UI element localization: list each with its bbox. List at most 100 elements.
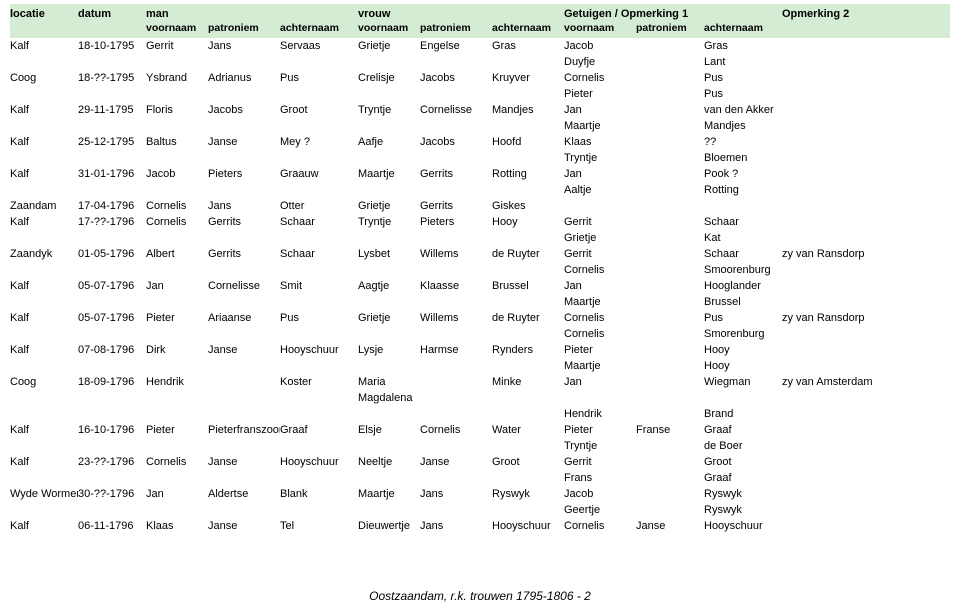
sub-achternaam: achternaam	[704, 22, 782, 34]
table-cell: Blank	[280, 488, 358, 500]
table-cell: Dirk	[146, 344, 208, 356]
table-cell: Kalf	[10, 168, 78, 180]
table-cell: Lysbet	[358, 248, 420, 260]
table-cell: Mandjes	[492, 104, 564, 116]
table-cell: Duyfje	[564, 56, 636, 68]
table-cell: Janse	[208, 520, 280, 532]
table-cell: 05-07-1796	[78, 312, 146, 324]
table-cell: Jacobs	[420, 136, 492, 148]
table-cell: Kalf	[10, 136, 78, 148]
table-cell: Hooyschuur	[280, 344, 358, 356]
table-cell: 31-01-1796	[78, 168, 146, 180]
table-cell: Kalf	[10, 280, 78, 292]
table-cell: Ariaanse	[208, 312, 280, 324]
table-cell: Kalf	[10, 520, 78, 532]
table-cell: Jans	[420, 488, 492, 500]
table-cell: Jacob	[146, 168, 208, 180]
table-cell: Mandjes	[704, 120, 782, 132]
table-cell: Pus	[280, 72, 358, 84]
table-cell: Neeltje	[358, 456, 420, 468]
table-cell: Janse	[420, 456, 492, 468]
table-cell: 06-11-1796	[78, 520, 146, 532]
table-cell: Minke	[492, 376, 564, 388]
table-cell: Maartje	[564, 360, 636, 372]
table-cell: Maartje	[358, 168, 420, 180]
table-cell: Ryswyk	[704, 504, 782, 516]
table-cell: Cornelis	[146, 216, 208, 228]
table-cell: Kalf	[10, 344, 78, 356]
table-cell: Baltus	[146, 136, 208, 148]
table-row: Kalf18-10-1795GerritJansServaasGrietjeEn…	[10, 38, 950, 54]
table-cell: Hooyschuur	[492, 520, 564, 532]
hdr-datum: datum	[78, 8, 146, 20]
table-row: Kalf07-08-1796DirkJanseHooyschuurLysjeHa…	[10, 342, 950, 358]
table-row: Kalf06-11-1796KlaasJanseTelDieuwertjeJan…	[10, 518, 950, 534]
table-cell: Gras	[704, 40, 782, 52]
table-cell: Pus	[704, 88, 782, 100]
table-row: AaltjeRotting	[10, 182, 950, 198]
table-cell: Jan	[564, 280, 636, 292]
table-cell: Magdalena	[358, 392, 420, 404]
table-row: CornelisSmorenburg	[10, 326, 950, 342]
table-row: Maartje Hooy	[10, 358, 950, 374]
table-cell: Maria	[358, 376, 420, 388]
table-cell: 30-??-1796	[78, 488, 146, 500]
table-cell: Franse	[636, 424, 704, 436]
table-cell: Graaf	[704, 424, 782, 436]
table-cell: Elsje	[358, 424, 420, 436]
table-cell: Ysbrand	[146, 72, 208, 84]
table-cell: Gerrit	[564, 248, 636, 260]
table-cell: Schaar	[280, 216, 358, 228]
table-cell: Koster	[280, 376, 358, 388]
table-cell: Coog	[10, 376, 78, 388]
table-row: Kalf16-10-1796PieterPieterfranszoonGraaf…	[10, 422, 950, 438]
table-cell: Pieter	[564, 344, 636, 356]
table-cell: Graauw	[280, 168, 358, 180]
table-cell: Jacobs	[420, 72, 492, 84]
table-row: DuyfjeLant	[10, 54, 950, 70]
table-cell: Crelisje	[358, 72, 420, 84]
table-cell: 23-??-1796	[78, 456, 146, 468]
hdr-opm2: Opmerking 2	[782, 8, 880, 20]
table-cell: Cornelis	[146, 200, 208, 212]
table-cell: Lysje	[358, 344, 420, 356]
table-cell: Geertje	[564, 504, 636, 516]
table-row: Coog18-??-1795YsbrandAdrianusPusCrelisje…	[10, 70, 950, 86]
table-cell: 17-??-1796	[78, 216, 146, 228]
table-cell: Hooy	[492, 216, 564, 228]
table-cell: Adrianus	[208, 72, 280, 84]
table-cell: Kalf	[10, 424, 78, 436]
table-cell: Brussel	[704, 296, 782, 308]
table-cell: Jacob	[564, 40, 636, 52]
table-row: Tryntjede Boer	[10, 438, 950, 454]
table-cell: Hooy	[704, 360, 782, 372]
table-cell: Hooyschuur	[704, 520, 782, 532]
table-cell: Schaar	[704, 248, 782, 260]
table-cell: Klaas	[146, 520, 208, 532]
table-cell: Aagtje	[358, 280, 420, 292]
page-footer: Oostzaandam, r.k. trouwen 1795-1806 - 2	[0, 589, 960, 603]
table-row: Kalf05-07-1796JanCornelisseSmitAagtjeKla…	[10, 278, 950, 294]
table-cell: Dieuwertje	[358, 520, 420, 532]
table-cell: Wyde Wormer	[10, 488, 78, 500]
table-row: HendrikBrand	[10, 406, 950, 422]
table-cell: Brussel	[492, 280, 564, 292]
table-cell: Hooyschuur	[280, 456, 358, 468]
table-cell: Mey ?	[280, 136, 358, 148]
table-cell: Jans	[420, 520, 492, 532]
table-cell: Gerrit	[146, 40, 208, 52]
table-cell: Pieter	[564, 424, 636, 436]
sub-voornaam: voornaam	[146, 22, 208, 34]
table-row: MaartjeMandjes	[10, 118, 950, 134]
table-cell: Cornelis	[146, 456, 208, 468]
table-cell: 18-??-1795	[78, 72, 146, 84]
table-cell: Cornelis	[564, 520, 636, 532]
table-cell: Hendrik	[146, 376, 208, 388]
table-cell: Willems	[420, 248, 492, 260]
table-cell: Kat	[704, 232, 782, 244]
table-cell: Tryntje	[564, 152, 636, 164]
table-cell: 07-08-1796	[78, 344, 146, 356]
table-cell: Janse	[208, 456, 280, 468]
table-cell: Ryswyk	[492, 488, 564, 500]
sub-voornaam: voornaam	[564, 22, 636, 34]
